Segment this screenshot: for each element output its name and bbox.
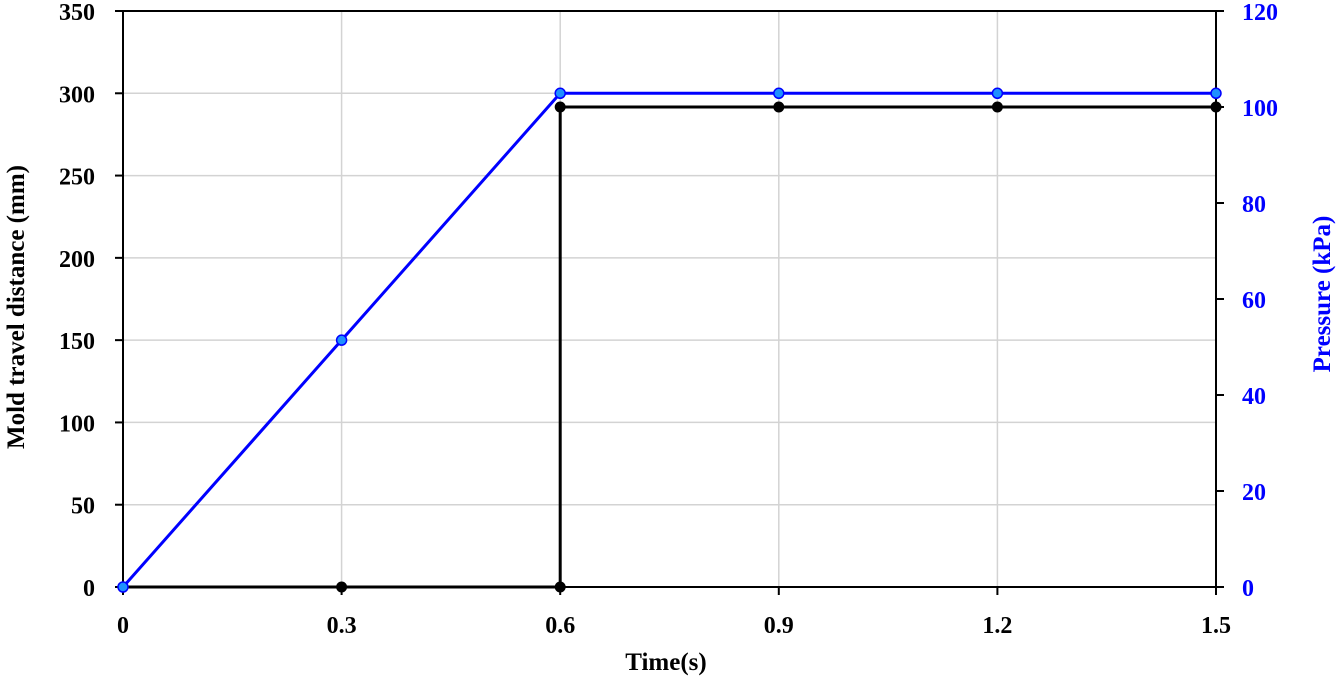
y-right-tick-label: 100 — [1242, 96, 1278, 122]
x-tick-label: 0 — [117, 613, 129, 639]
x-tick-label: 1.2 — [982, 613, 1012, 639]
x-tick-label: 1.5 — [1201, 613, 1231, 639]
y-left-tick-label: 250 — [59, 165, 95, 191]
y-left-tick-label: 50 — [71, 494, 95, 520]
series-blue-point — [773, 87, 785, 100]
y-left-tick-label: 200 — [59, 247, 95, 273]
series-black-point — [773, 101, 785, 113]
y-right-tick-label: 80 — [1242, 192, 1266, 218]
series — [117, 87, 1222, 593]
y-right-tick-label: 20 — [1242, 480, 1266, 506]
y-right-tick-label: 0 — [1242, 576, 1254, 602]
axes — [115, 10, 1224, 595]
y-left-tick-label: 100 — [59, 411, 95, 437]
series-blue-point — [1210, 87, 1222, 100]
grid — [123, 11, 1216, 587]
y-right-tick-label: 120 — [1242, 0, 1278, 26]
y-axis-left-title: Mold travel distance (mm) — [3, 165, 30, 449]
series-blue-point — [554, 87, 566, 100]
series-black-point — [1210, 101, 1222, 113]
series-blue-point — [335, 334, 348, 346]
series-black-point — [554, 101, 566, 113]
tick-labels: 0 0.3 0.6 0.9 1.2 1.5 0 50 100 150 200 250 300 350 0 20… — [59, 0, 1278, 639]
series-black-point — [554, 581, 566, 593]
y-axis-right-title: Pressure (kPa) — [1309, 216, 1336, 373]
y-right-tick-label: 60 — [1242, 288, 1266, 314]
series-black-line — [123, 105, 1216, 589]
y-left-tick-label: 0 — [83, 576, 95, 602]
y-left-tick-label: 350 — [59, 0, 95, 26]
x-axis-title: Time(s) — [625, 649, 706, 676]
series-black-point — [336, 581, 348, 593]
y-left-tick-label: 150 — [59, 329, 95, 355]
series-blue-point — [991, 87, 1004, 100]
series-blue-line — [121, 91, 1216, 588]
y-right-tick-label: 40 — [1242, 384, 1266, 410]
y-left-tick-label: 300 — [59, 82, 95, 108]
x-tick-label: 0.3 — [327, 613, 357, 639]
x-tick-label: 0.6 — [545, 613, 575, 639]
series-blue-point — [117, 581, 129, 593]
x-tick-label: 0.9 — [764, 613, 794, 639]
series-black-point — [991, 101, 1003, 113]
